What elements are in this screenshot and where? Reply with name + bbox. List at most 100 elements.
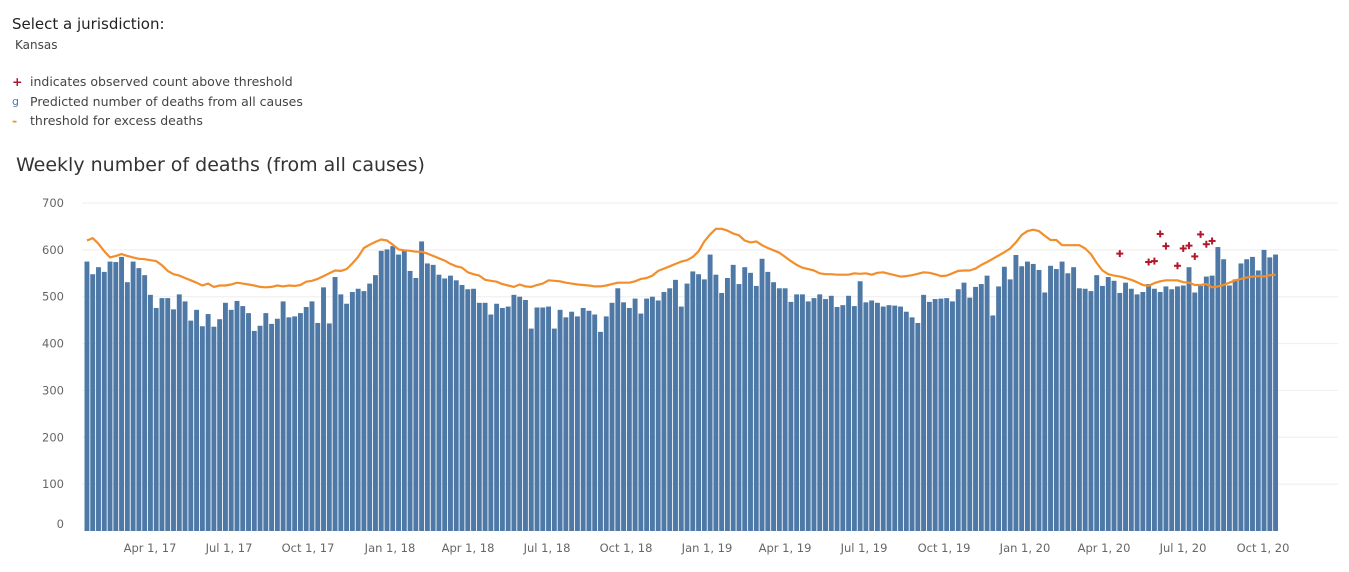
- legend-item-threshold[interactable]: - threshold for excess deaths: [12, 111, 303, 131]
- bar: [523, 299, 528, 531]
- bar: [753, 285, 759, 531]
- legend-item-predicted[interactable]: g Predicted number of deaths from all ca…: [12, 92, 303, 112]
- x-tick-label: Apr 1, 17: [124, 541, 177, 555]
- bar: [1007, 279, 1013, 531]
- bar: [828, 295, 834, 531]
- excess-marker: [1179, 244, 1187, 252]
- bar: [90, 274, 96, 531]
- bar: [586, 310, 592, 531]
- bar: [846, 295, 852, 531]
- bar: [1273, 254, 1279, 532]
- bar: [869, 300, 875, 531]
- bar: [1169, 289, 1175, 531]
- bar: [176, 294, 182, 531]
- bar: [580, 307, 586, 531]
- bar: [1232, 279, 1238, 531]
- bar: [1094, 275, 1100, 531]
- bar: [926, 301, 932, 531]
- bar: [1030, 263, 1036, 531]
- bar: [557, 309, 563, 531]
- x-tick-label: Oct 1, 20: [1237, 541, 1290, 555]
- y-tick-label: 500: [42, 290, 64, 304]
- bar: [332, 277, 338, 531]
- bar: [448, 275, 453, 531]
- bar: [119, 256, 125, 531]
- bar: [188, 320, 194, 531]
- bar: [476, 302, 482, 531]
- bar: [424, 263, 430, 531]
- bar: [1036, 270, 1042, 531]
- bar: [701, 279, 707, 531]
- x-tick-label: Oct 1, 17: [282, 541, 335, 555]
- bar: [1123, 282, 1128, 531]
- x-tick-label: Apr 1, 19: [759, 541, 812, 555]
- bar: [1163, 286, 1169, 531]
- bar: [465, 289, 471, 531]
- bar: [1065, 273, 1071, 531]
- bar: [459, 285, 465, 531]
- bar: [113, 262, 119, 531]
- bar: [748, 272, 753, 531]
- bar: [1180, 285, 1186, 531]
- jurisdiction-select[interactable]: Kansas: [15, 38, 58, 52]
- bar: [886, 305, 892, 531]
- bar: [171, 309, 176, 531]
- bar: [228, 309, 234, 531]
- x-tick-label: Jul 1, 19: [840, 541, 888, 555]
- bar: [217, 319, 223, 531]
- threshold-line: [86, 227, 1276, 289]
- bar: [678, 306, 684, 531]
- bar: [950, 301, 955, 531]
- bar: [736, 284, 742, 531]
- bar: [471, 288, 476, 531]
- bar: [280, 301, 286, 531]
- bar: [1001, 266, 1007, 531]
- bar: [823, 299, 828, 531]
- y-tick-label: 300: [42, 383, 64, 397]
- bar: [494, 303, 500, 531]
- x-tick-label: Jul 1, 18: [523, 541, 571, 555]
- bar: [990, 315, 996, 531]
- excess-marker: [1208, 237, 1216, 245]
- excess-marker: [1197, 230, 1205, 238]
- bar: [326, 323, 332, 531]
- bar: [1042, 292, 1048, 531]
- bar: [626, 307, 632, 531]
- bar: [973, 286, 978, 531]
- dash-icon: -: [12, 113, 18, 129]
- x-tick-label: Jan 1, 20: [999, 541, 1051, 555]
- bar: [1255, 270, 1261, 531]
- bar: [194, 309, 200, 531]
- x-tick-label: Oct 1, 18: [600, 541, 653, 555]
- bar: [107, 261, 113, 531]
- bar: [1244, 259, 1250, 531]
- bar: [655, 300, 661, 531]
- bar: [707, 254, 713, 532]
- y-tick-label: 100: [42, 477, 64, 491]
- bar: [453, 280, 459, 531]
- bar: [609, 302, 615, 531]
- bar: [661, 292, 667, 531]
- bar: [1146, 284, 1152, 531]
- bar: [136, 268, 142, 531]
- bar: [724, 277, 730, 531]
- bar: [234, 300, 240, 531]
- legend-item-excess[interactable]: + indicates observed count above thresho…: [12, 72, 303, 92]
- bar: [1261, 249, 1267, 531]
- bar: [771, 282, 777, 531]
- bar: [534, 307, 540, 531]
- bar: [540, 307, 546, 531]
- bar: [903, 311, 909, 531]
- bar: [1238, 263, 1244, 531]
- bar: [811, 298, 817, 531]
- bar: [851, 306, 857, 531]
- bar: [482, 302, 488, 531]
- bar: [222, 302, 228, 531]
- chart-title: Weekly number of deaths (from all causes…: [16, 154, 425, 176]
- bar: [147, 294, 153, 531]
- excess-marker: [1162, 242, 1170, 250]
- bar: [1100, 285, 1105, 531]
- bar: [153, 307, 159, 531]
- bar: [1175, 286, 1180, 531]
- bar: [713, 274, 719, 531]
